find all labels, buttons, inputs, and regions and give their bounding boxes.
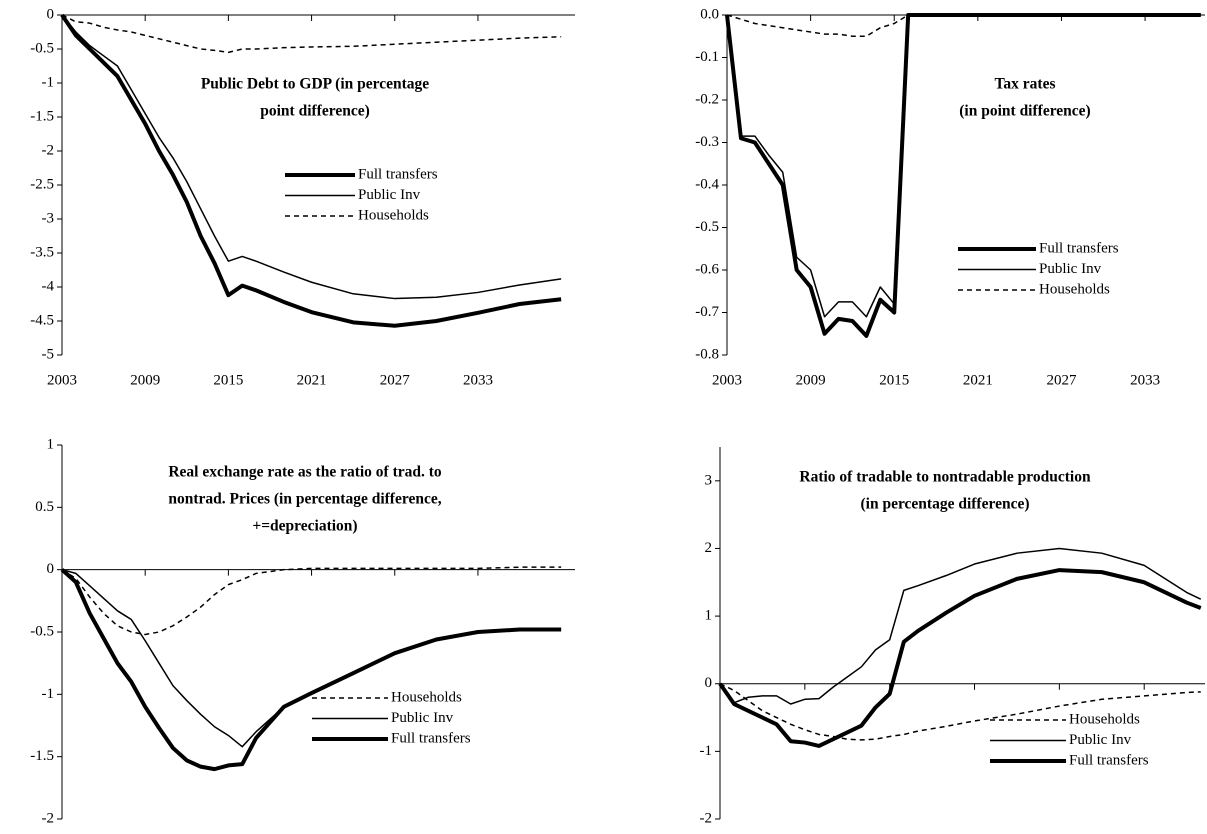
y-tick-label: 0	[47, 561, 55, 577]
series-line	[726, 14, 1201, 37]
x-tick-label: 2033	[463, 372, 493, 388]
x-tick-label: 2027	[1046, 372, 1077, 388]
chart-title: Real exchange rate as the ratio of trad.…	[168, 464, 442, 481]
series-line	[726, 14, 1201, 318]
y-tick-label: -0.2	[695, 91, 719, 107]
chart-title: point difference)	[260, 103, 369, 120]
y-tick-label: -0.7	[695, 304, 719, 320]
series-line	[725, 13, 1201, 338]
y-tick-label: -0.4	[695, 176, 719, 192]
y-tick-label: -1	[42, 686, 55, 702]
chart-title: Public Debt to GDP (in percentage	[201, 76, 429, 93]
y-tick-label: -1.5	[30, 108, 54, 124]
y-tick-label: 0	[47, 6, 55, 22]
series-line	[61, 566, 562, 636]
y-tick-label: -1.5	[30, 748, 54, 764]
y-tick-label: -0.8	[695, 346, 719, 362]
y-tick-label: -0.6	[695, 261, 719, 277]
legend-label: Full transfers	[358, 166, 438, 182]
y-tick-label: -0.5	[695, 219, 719, 235]
series-line	[60, 568, 562, 772]
y-tick-label: -0.3	[695, 134, 719, 150]
y-tick-label: 1	[47, 436, 55, 452]
x-tick-label: 2015	[879, 372, 909, 388]
x-tick-label: 2027	[380, 372, 411, 388]
chart-title: Tax rates	[995, 76, 1056, 93]
legend-label: Households	[358, 207, 429, 223]
y-tick-label: -4	[42, 278, 55, 294]
legend-label: Public Inv	[391, 710, 454, 726]
x-tick-label: 2033	[1130, 372, 1160, 388]
series-line	[718, 568, 1202, 748]
legend-label: Full transfers	[391, 730, 471, 746]
series-line	[61, 14, 562, 54]
legend-label: Public Inv	[358, 187, 421, 203]
legend-label: Households	[1069, 711, 1140, 727]
y-tick-label: -1	[42, 74, 55, 90]
series-line	[61, 14, 562, 300]
x-tick-label: 2009	[796, 372, 826, 388]
series-line	[719, 683, 1201, 741]
chart-title: (in point difference)	[959, 103, 1090, 120]
x-tick-label: 2021	[963, 372, 993, 388]
y-tick-label: -3	[42, 210, 55, 226]
series-line	[719, 547, 1202, 705]
y-tick-label: 2	[705, 540, 713, 556]
y-tick-label: 3	[705, 472, 713, 488]
legend-label: Full transfers	[1039, 240, 1119, 256]
y-tick-label: -2.5	[30, 176, 54, 192]
y-tick-label: -2	[42, 810, 55, 826]
y-tick-label: -4.5	[30, 312, 54, 328]
y-tick-label: 0.5	[35, 499, 54, 515]
legend-label: Full transfers	[1069, 752, 1149, 768]
chart-title: (in percentage difference)	[860, 496, 1029, 513]
chart-title: nontrad. Prices (in percentage differenc…	[168, 491, 441, 508]
legend-label: Households	[391, 689, 462, 705]
y-tick-label: -0.5	[30, 623, 54, 639]
y-tick-label: -2	[42, 142, 55, 158]
y-tick-label: 0.0	[700, 6, 719, 22]
y-tick-label: -1	[700, 743, 713, 759]
chart-title: Ratio of tradable to nontradable product…	[799, 469, 1091, 486]
x-tick-label: 2003	[712, 372, 742, 388]
y-tick-label: -0.5	[30, 40, 54, 56]
x-tick-label: 2015	[213, 372, 243, 388]
y-tick-label: 1	[705, 608, 713, 624]
series-line	[61, 568, 562, 748]
legend-label: Households	[1039, 281, 1110, 297]
y-tick-label: -0.1	[695, 49, 719, 65]
x-tick-label: 2003	[47, 372, 77, 388]
x-tick-label: 2021	[297, 372, 327, 388]
legend-label: Public Inv	[1069, 732, 1132, 748]
y-tick-label: -2	[700, 810, 713, 826]
y-tick-label: 0	[705, 675, 713, 691]
x-tick-label: 2009	[130, 372, 160, 388]
series-line	[60, 13, 562, 328]
y-tick-label: -3.5	[30, 244, 54, 260]
chart-title: +=depreciation)	[252, 518, 357, 535]
y-tick-label: -5	[42, 346, 55, 362]
legend-label: Public Inv	[1039, 261, 1102, 277]
